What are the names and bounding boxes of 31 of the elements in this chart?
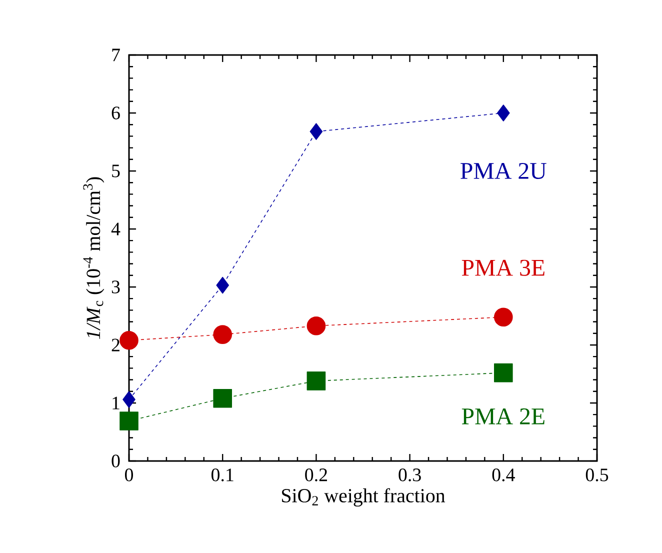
x-tick-label: 0 [124,468,134,482]
x-tick-label: 0.4 [492,468,515,482]
point [122,391,136,408]
point [120,412,138,430]
series-label: PMA 2E [462,408,544,424]
y-tick-label: 6 [112,106,120,120]
y-tick-label: 5 [112,164,120,178]
y-tick-label: 2 [112,338,120,352]
y-tick-label: 0 [112,454,120,468]
point [494,308,513,327]
point [213,325,232,344]
x-tick-label: 0.3 [398,468,421,482]
y-axis-title: 1/M$_{c}$ (10$^{-4}$ mol/cm$^{3}$) [83,177,104,339]
point [306,372,326,390]
x-tick-label: 0.1 [211,468,234,482]
point [120,330,138,350]
y-tick-label: 4 [111,222,120,236]
x-tick-label: 0.2 [305,468,327,482]
x-axis-title: SiO$_{2}$ weight fraction [282,488,446,507]
point [494,363,513,382]
y-tick-label: 1 [112,396,120,410]
point [497,104,510,122]
series-label: PMA 2U [460,162,546,180]
point [216,276,230,294]
y-tick-label: 7 [112,48,120,62]
point [306,316,326,336]
x-tick-label: 0.5 [586,468,608,482]
series-label: PMA 3E [462,260,544,276]
point [213,388,232,408]
y-tick-label: 3 [112,280,120,294]
point [310,123,323,140]
